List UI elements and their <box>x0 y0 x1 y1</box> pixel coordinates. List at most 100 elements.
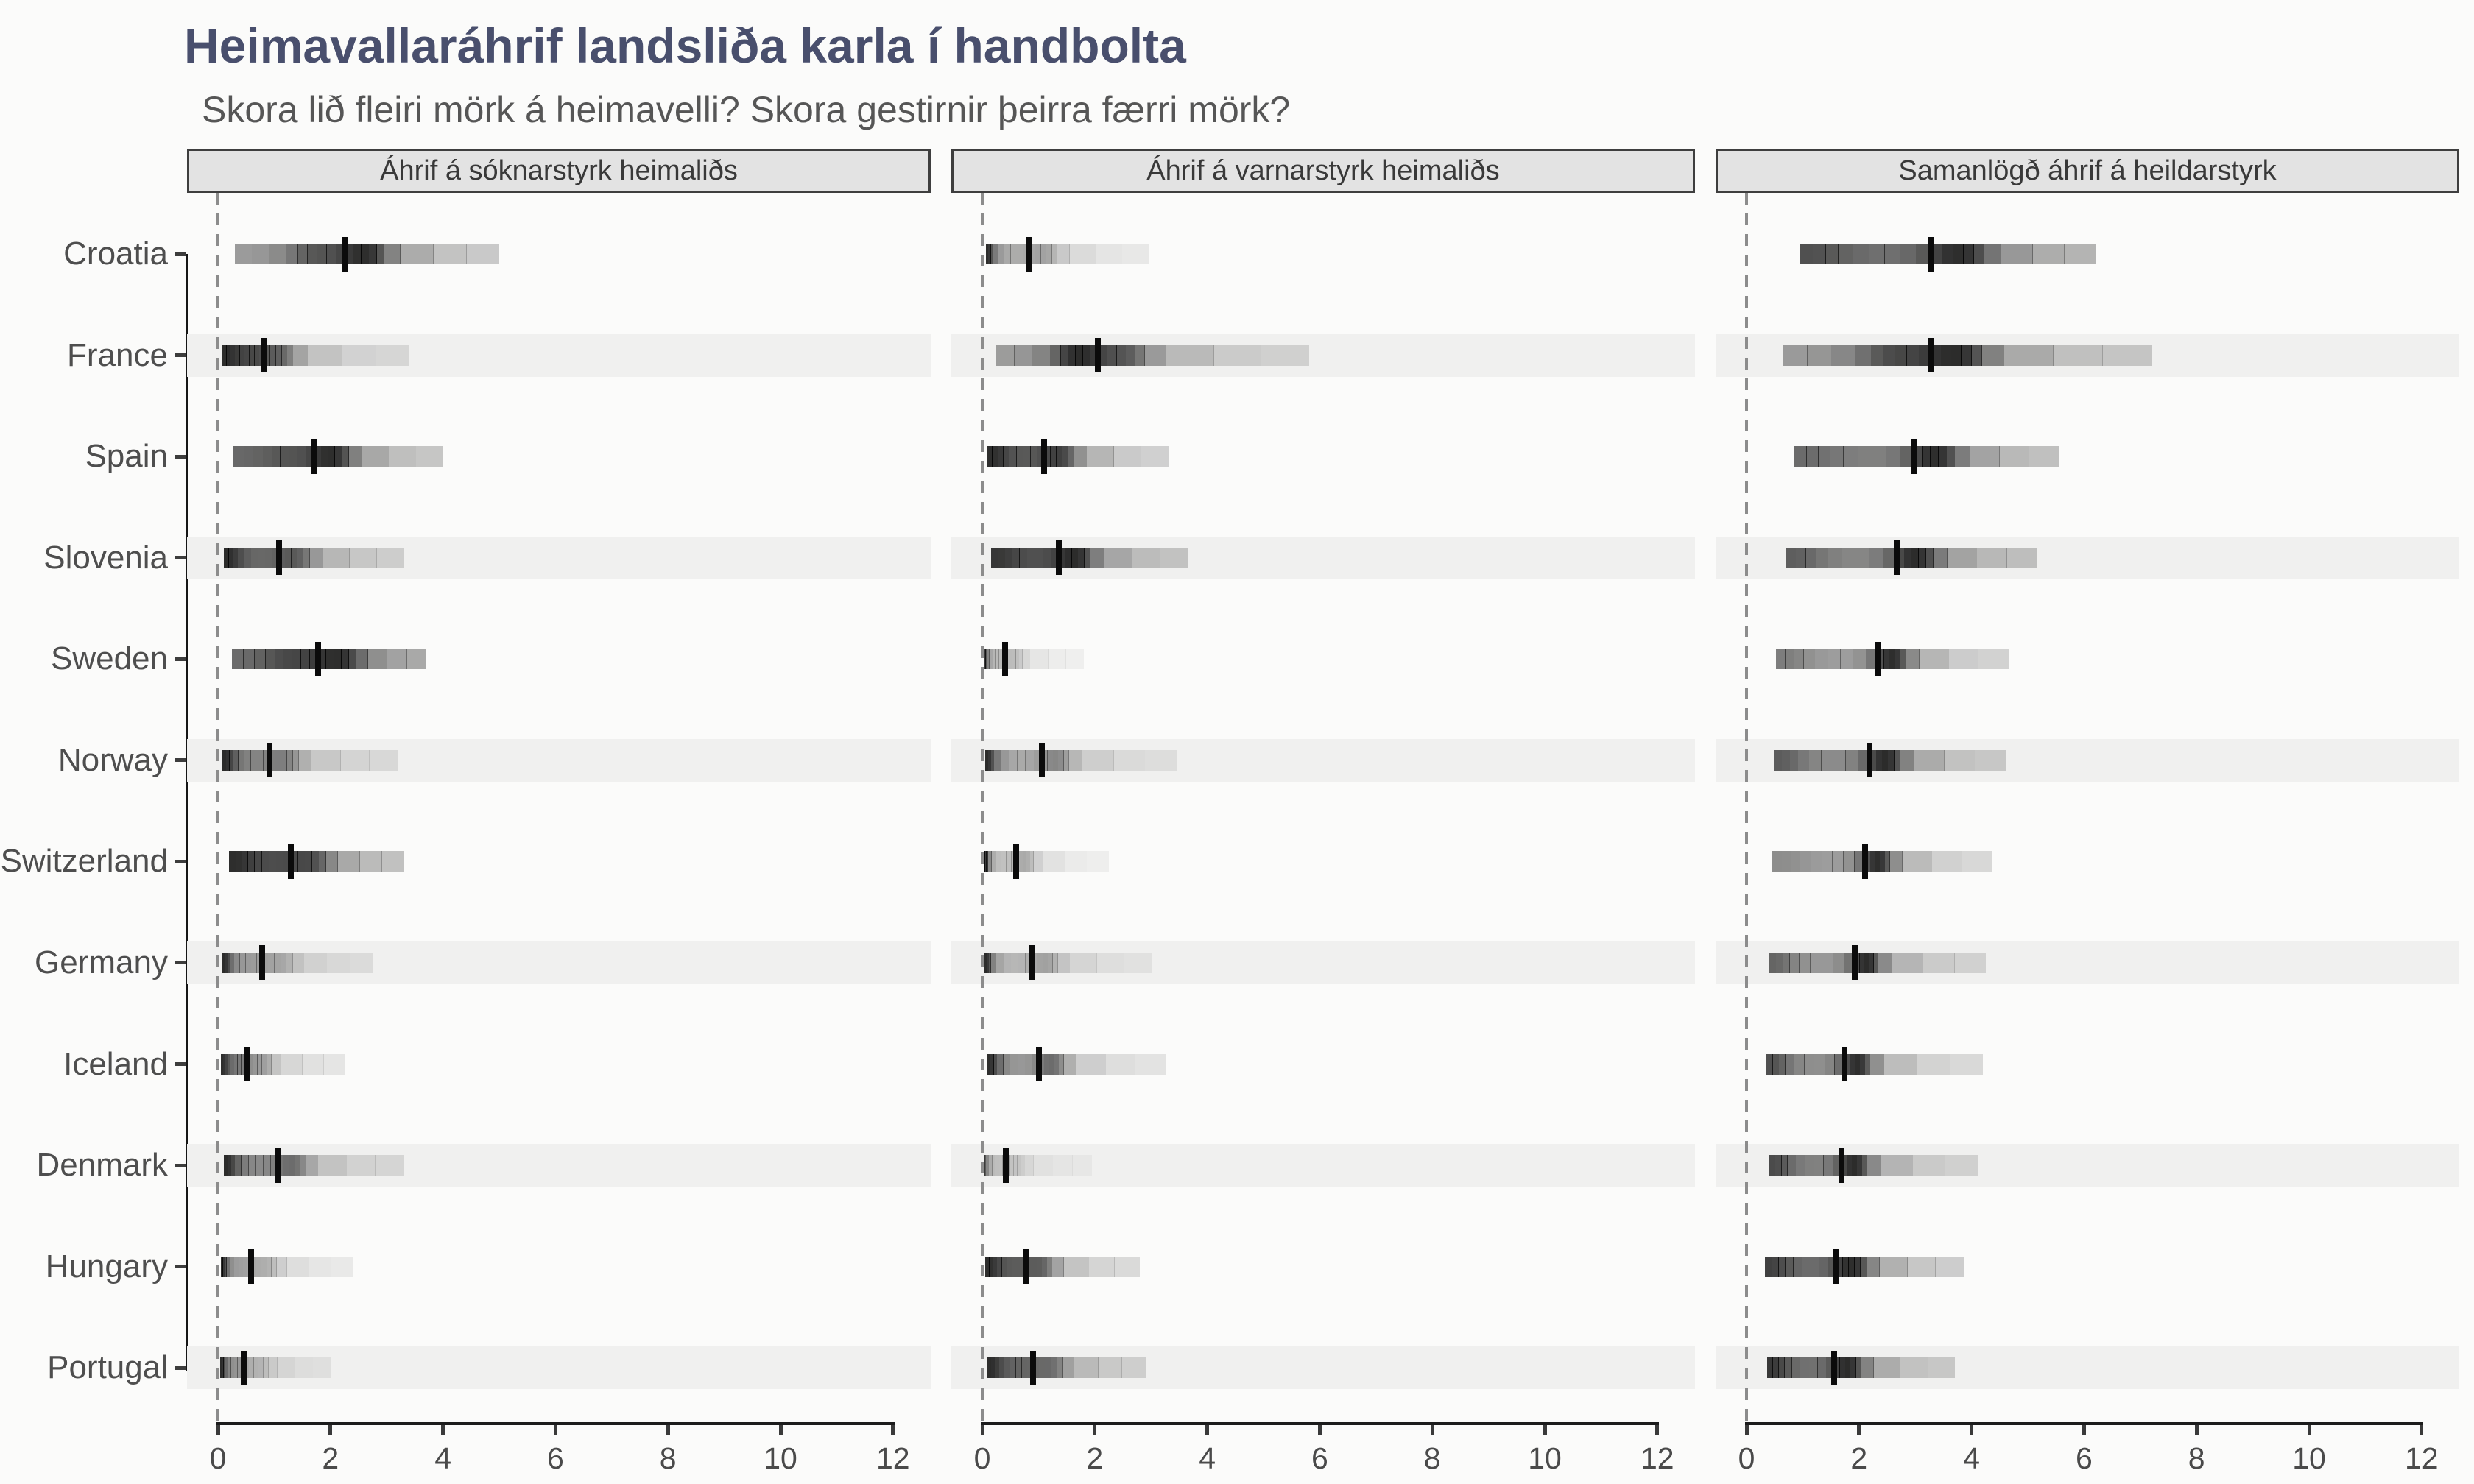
gradient-band <box>989 1256 993 1277</box>
gradient-band <box>220 1053 224 1075</box>
gradient-band <box>226 344 231 366</box>
gradient-band <box>1004 1357 1011 1379</box>
gradient-band <box>1047 749 1053 771</box>
gradient-band <box>1074 1357 1099 1379</box>
gradient-band <box>250 952 257 973</box>
gradient-band <box>229 851 236 872</box>
gradient-band <box>1010 244 1018 264</box>
gradient-band <box>1849 1053 1856 1075</box>
gradient-band <box>384 244 401 264</box>
median-tick <box>311 439 317 474</box>
gradient-band <box>295 1357 314 1379</box>
gradient-band <box>1785 1256 1794 1277</box>
gradient-band <box>1911 547 1919 568</box>
gradient-band <box>284 547 292 568</box>
gradient-band <box>466 244 500 264</box>
gradient-band <box>228 547 234 568</box>
median-tick <box>1036 1047 1043 1082</box>
gradient-band <box>1810 1256 1820 1277</box>
gradient-band <box>237 1357 242 1379</box>
gradient-band <box>1867 1155 1881 1176</box>
gradient-band <box>1791 1357 1801 1379</box>
gradient-band <box>1024 1053 1032 1075</box>
gradient-band <box>1063 1053 1076 1075</box>
gradient-band <box>984 1256 990 1277</box>
gradient-band <box>271 1053 281 1075</box>
gradient-band <box>1786 547 1797 568</box>
gradient-band <box>1853 649 1867 670</box>
gradient-band <box>1084 547 1091 568</box>
gradient-band <box>1873 952 1879 973</box>
y-axis-tick <box>175 657 186 661</box>
gradient-band <box>269 344 276 366</box>
gradient-band <box>987 1357 992 1379</box>
median-tick <box>258 945 265 981</box>
gradient-band <box>275 749 281 771</box>
gradient-band <box>222 1053 226 1075</box>
gradient-band <box>234 244 253 264</box>
gradient-band <box>1781 1155 1788 1176</box>
gradient-band <box>1063 1256 1090 1277</box>
gradient-band <box>1954 952 1987 973</box>
gradient-band <box>1141 446 1169 467</box>
gradient-band <box>1049 1053 1054 1075</box>
gradient-band <box>278 547 286 568</box>
gradient-band <box>1803 649 1816 670</box>
gradient-band <box>312 1357 331 1379</box>
gradient-band <box>262 446 272 467</box>
median-tick <box>1026 236 1033 272</box>
gradient-band <box>1864 1053 1871 1075</box>
gradient-band <box>1861 1155 1867 1176</box>
median-tick <box>1029 1350 1036 1385</box>
gradient-band <box>222 749 227 771</box>
gradient-band <box>307 244 317 264</box>
y-axis-tick <box>175 1062 186 1067</box>
gradient-band <box>1095 244 1123 264</box>
gradient-band <box>376 244 385 264</box>
gradient-band <box>1032 1357 1040 1379</box>
gradient-band <box>1035 244 1041 264</box>
gradient-band <box>341 649 349 670</box>
x-axis-tick-label: 4 <box>1199 1441 1216 1475</box>
gradient-band <box>1785 649 1795 670</box>
gradient-band <box>1942 244 1953 264</box>
gradient-band <box>266 1256 272 1277</box>
gradient-band <box>1954 446 1970 467</box>
row-stripe-portugal <box>951 1346 1695 1390</box>
gradient-band <box>1845 749 1858 771</box>
x-axis-tick-label: 12 <box>2404 1441 2439 1475</box>
gradient-band <box>311 749 341 771</box>
gradient-band <box>1821 851 1833 872</box>
gradient-band <box>998 1357 1005 1379</box>
gradient-band <box>1868 244 1885 264</box>
gradient-band <box>241 1053 245 1075</box>
gradient-band <box>985 649 987 670</box>
gradient-band <box>289 1155 295 1176</box>
gradient-band <box>983 851 985 872</box>
gradient-band <box>1033 851 1043 872</box>
gradient-band <box>1854 1053 1861 1075</box>
gradient-band <box>225 952 228 973</box>
gradient-band <box>1879 851 1886 872</box>
gradient-band <box>1001 1256 1007 1277</box>
x-axis-tick-label: 6 <box>2075 1441 2093 1475</box>
y-axis-label-croatia: Croatia <box>63 236 168 272</box>
gradient-band <box>1902 851 1933 872</box>
gradient-band <box>1781 749 1791 771</box>
gradient-band <box>1999 446 2030 467</box>
gradient-band <box>986 851 988 872</box>
gradient-band <box>271 1256 277 1277</box>
gradient-band <box>341 446 349 467</box>
x-axis-tick-label: 8 <box>1423 1441 1441 1475</box>
gradient-band <box>314 446 322 467</box>
gradient-band <box>1787 1155 1797 1176</box>
x-axis-tick <box>666 1425 670 1435</box>
y-axis-tick <box>175 1265 186 1269</box>
gradient-band <box>1105 1053 1136 1075</box>
gradient-band <box>1971 344 1982 366</box>
gradient-band <box>1878 649 1884 670</box>
zero-reference-line <box>216 193 219 1421</box>
median-tick <box>1833 1249 1840 1285</box>
gradient-band <box>1915 244 1932 264</box>
median-tick <box>274 1148 281 1183</box>
